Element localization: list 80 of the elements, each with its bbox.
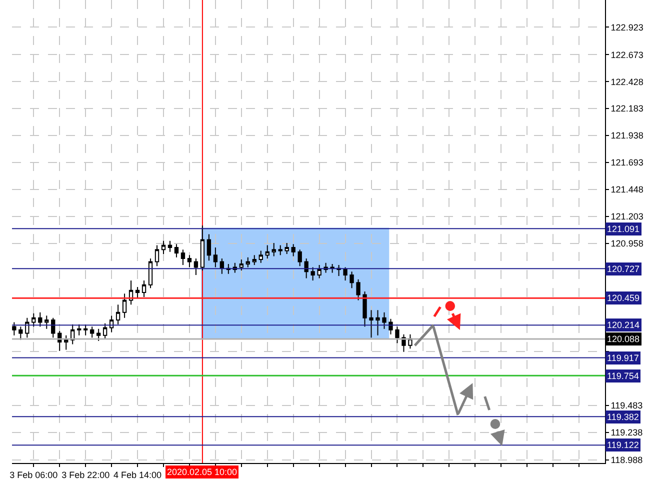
candlestick <box>408 334 412 350</box>
y-tick-label: 121.448 <box>610 184 644 195</box>
candlestick <box>356 278 360 301</box>
candlestick <box>18 326 23 340</box>
candlestick <box>96 328 101 342</box>
candlestick <box>148 258 153 289</box>
candlestick <box>246 256 250 268</box>
y-tick-label: 122.923 <box>610 22 644 32</box>
y-tick-label: 122.428 <box>610 76 644 87</box>
candlestick <box>369 310 374 338</box>
candlestick <box>291 244 296 257</box>
candlestick <box>213 246 218 268</box>
candlestick <box>64 334 68 350</box>
y-tick-label: 118.988 <box>610 455 643 466</box>
ref-line-label: 120.459 <box>607 293 640 303</box>
x-tick-label: 3 Feb 22:00 <box>62 470 110 480</box>
candlestick <box>161 240 166 255</box>
candlestick <box>194 258 198 276</box>
candlestick <box>252 254 256 266</box>
candlestick <box>77 324 82 336</box>
candlestick <box>187 254 192 268</box>
y-tick-label: 121.938 <box>610 130 644 141</box>
candlestick <box>395 326 400 344</box>
ref-line-label: 120.727 <box>607 264 640 274</box>
candlestick <box>154 244 160 267</box>
ref-line-label: 120.214 <box>607 320 640 330</box>
ref-line-label: 119.754 <box>607 371 639 381</box>
candlestick <box>220 258 224 274</box>
candlestick <box>90 326 94 338</box>
ref-line-label: 2020.02.05 10:00 <box>167 467 238 477</box>
candlestick <box>116 304 120 325</box>
candlestick <box>239 259 244 272</box>
candlestick <box>258 250 263 264</box>
candlestick <box>343 266 348 281</box>
y-tick-label: 122.673 <box>610 50 644 60</box>
candlestick <box>330 263 334 274</box>
candlestick <box>51 317 56 338</box>
candlestick <box>278 244 282 256</box>
candlestick <box>272 242 276 257</box>
ref-line-label: 121.091 <box>607 224 640 234</box>
candlestick <box>102 322 108 340</box>
candlestick <box>32 312 36 328</box>
candlestick <box>168 240 172 252</box>
candlestick <box>265 244 270 259</box>
candlestick <box>376 310 380 336</box>
candlestick <box>109 315 114 333</box>
candlestick <box>382 312 386 330</box>
candlestick <box>200 224 205 272</box>
y-tick-label: 119.483 <box>610 400 643 411</box>
candlestick <box>12 322 16 336</box>
candlestick <box>304 258 308 279</box>
candlestick <box>38 312 42 328</box>
candlestick <box>135 286 140 299</box>
y-tick-label: 120.958 <box>610 238 644 248</box>
candlestick <box>44 315 49 330</box>
candlestick <box>180 249 186 266</box>
y-tick-label: 121.693 <box>610 158 644 168</box>
candlestick <box>83 325 88 336</box>
candlestick <box>284 242 289 255</box>
ref-line-label: 119.917 <box>607 353 639 363</box>
candlestick <box>388 318 393 335</box>
candlestick <box>298 249 302 267</box>
x-tick-label: 3 Feb 06:00 <box>10 470 58 480</box>
candlestick <box>206 234 212 262</box>
y-tick-label: 122.183 <box>610 104 644 114</box>
ref-line-label: 119.122 <box>607 440 639 450</box>
candlestick <box>174 244 179 258</box>
candlestick <box>25 317 30 338</box>
ref-line-label: 120.088 <box>607 334 640 344</box>
y-tick-label: 121.203 <box>610 211 644 222</box>
candlestick <box>122 293 127 318</box>
candlestick <box>142 280 146 298</box>
ref-line-label: 119.382 <box>607 412 639 422</box>
candlestick <box>362 290 367 328</box>
candlestick <box>128 280 134 306</box>
y-tick-label: 119.238 <box>610 428 643 438</box>
candlestick <box>317 264 322 279</box>
x-tick-label: 4 Feb 14:00 <box>114 470 162 480</box>
candlestick <box>310 266 315 281</box>
candlestick <box>350 271 354 289</box>
